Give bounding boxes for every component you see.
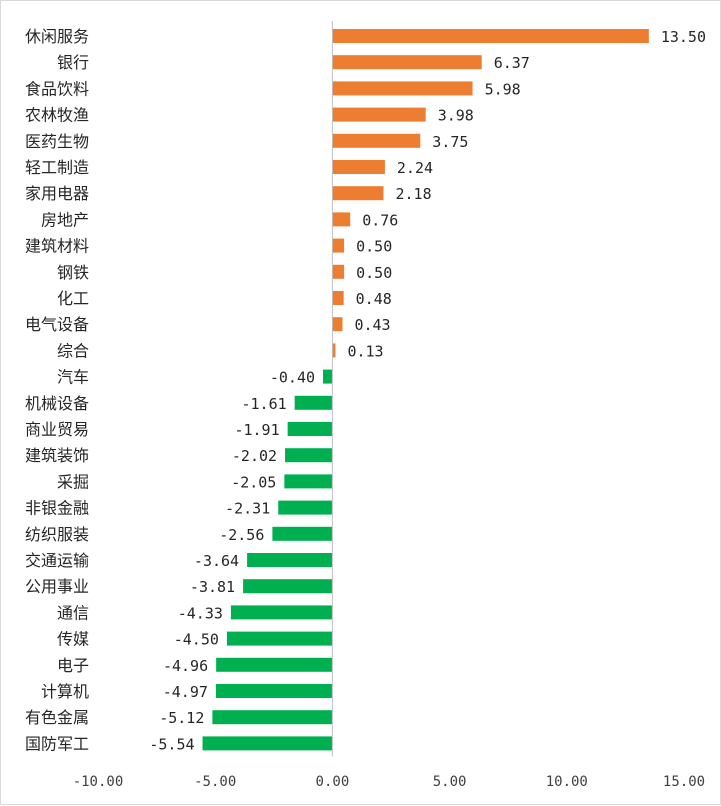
x-tick-label-2: -5.00 (194, 774, 236, 790)
bar-20 (272, 526, 333, 541)
bar-22 (243, 579, 333, 594)
bar-9 (332, 238, 345, 253)
bar-13 (332, 343, 336, 358)
value-label-24: -4.50 (174, 631, 219, 649)
value-label-3: 5.98 (485, 80, 521, 98)
bar-5 (332, 133, 421, 148)
value-label-9: 0.50 (356, 238, 392, 256)
x-tick-label-5: 10.00 (546, 774, 588, 790)
category-label-16: 商业贸易 (25, 420, 89, 439)
value-label-8: 0.76 (362, 211, 398, 229)
bar-6 (332, 160, 385, 174)
bar-16 (287, 422, 333, 436)
value-label-27: -5.12 (159, 709, 204, 727)
category-label-5: 医药生物 (25, 132, 89, 151)
category-label-14: 汽车 (57, 368, 89, 387)
bar-1 (332, 29, 649, 43)
bar-4 (332, 107, 426, 122)
category-label-21: 交通运输 (25, 551, 89, 570)
bar-27 (212, 710, 333, 725)
value-label-4: 3.98 (438, 107, 474, 125)
value-label-22: -3.81 (190, 578, 235, 596)
bar-2 (332, 55, 482, 70)
category-label-17: 建筑装饰 (25, 446, 89, 465)
category-label-23: 通信 (57, 603, 89, 622)
bar-15 (294, 395, 333, 410)
category-label-3: 食品饮料 (25, 79, 89, 98)
value-label-6: 2.24 (397, 159, 433, 177)
bar-18 (284, 474, 333, 489)
bar-3 (332, 81, 473, 96)
value-label-5: 3.75 (432, 133, 468, 151)
bar-7 (332, 186, 384, 201)
category-label-8: 房地产 (41, 210, 89, 229)
value-label-10: 0.50 (356, 264, 392, 282)
bar-8 (332, 212, 351, 227)
category-label-22: 公用事业 (25, 577, 89, 596)
category-label-24: 传媒 (57, 630, 89, 649)
category-label-10: 钢铁 (57, 263, 89, 282)
category-label-15: 机械设备 (25, 394, 89, 413)
category-label-18: 采掘 (57, 472, 89, 491)
value-label-11: 0.48 (356, 290, 392, 308)
value-label-23: -4.33 (178, 604, 223, 622)
bar-11 (332, 291, 344, 305)
bar-10 (332, 264, 345, 279)
bar-28 (202, 736, 333, 751)
value-label-1: 13.50 (661, 28, 706, 46)
value-label-25: -4.96 (163, 657, 208, 675)
value-label-28: -5.54 (149, 735, 194, 753)
bar-24 (226, 631, 333, 646)
value-label-21: -3.64 (194, 552, 239, 570)
category-label-20: 纺织服装 (25, 525, 89, 544)
category-label-28: 国防军工 (25, 734, 89, 753)
x-tick-label-6: 15.00 (663, 774, 705, 790)
value-label-7: 2.18 (396, 185, 432, 203)
category-label-11: 化工 (57, 289, 89, 308)
bar-14 (323, 369, 333, 384)
value-label-12: 0.43 (354, 316, 390, 334)
x-tick-label-3: 0.00 (316, 774, 350, 790)
category-label-12: 电气设备 (25, 315, 89, 334)
category-label-19: 非银金融 (25, 499, 89, 518)
value-label-19: -2.31 (225, 500, 270, 518)
category-label-13: 综合 (57, 341, 89, 360)
category-label-1: 休闲服务 (25, 27, 89, 46)
x-tick-label-4: 5.00 (433, 774, 467, 790)
bar-21 (247, 553, 333, 567)
bar-19 (278, 500, 333, 515)
category-label-2: 银行 (57, 53, 89, 72)
value-label-2: 6.37 (494, 54, 530, 72)
value-label-17: -2.02 (232, 447, 277, 465)
bar-25 (216, 657, 333, 672)
category-label-9: 建筑材料 (25, 237, 89, 256)
bar-23 (230, 605, 333, 620)
category-label-27: 有色金属 (25, 708, 89, 727)
value-label-20: -2.56 (219, 526, 264, 544)
bar-12 (332, 317, 343, 332)
category-label-26: 计算机 (41, 682, 89, 701)
bar-26 (215, 684, 333, 698)
category-label-7: 家用电器 (25, 184, 89, 203)
value-label-18: -2.05 (231, 473, 276, 491)
value-label-26: -4.97 (163, 683, 208, 701)
value-label-13: 0.13 (347, 342, 383, 360)
category-label-25: 电子 (57, 656, 89, 675)
bar-17 (285, 448, 333, 463)
x-tick-label-1: -10.00 (73, 774, 124, 790)
category-label-6: 轻工制造 (25, 158, 89, 177)
value-label-14: -0.40 (270, 369, 315, 387)
value-label-15: -1.61 (242, 395, 287, 413)
category-label-4: 农林牧渔 (25, 106, 89, 125)
value-label-16: -1.91 (234, 421, 279, 439)
